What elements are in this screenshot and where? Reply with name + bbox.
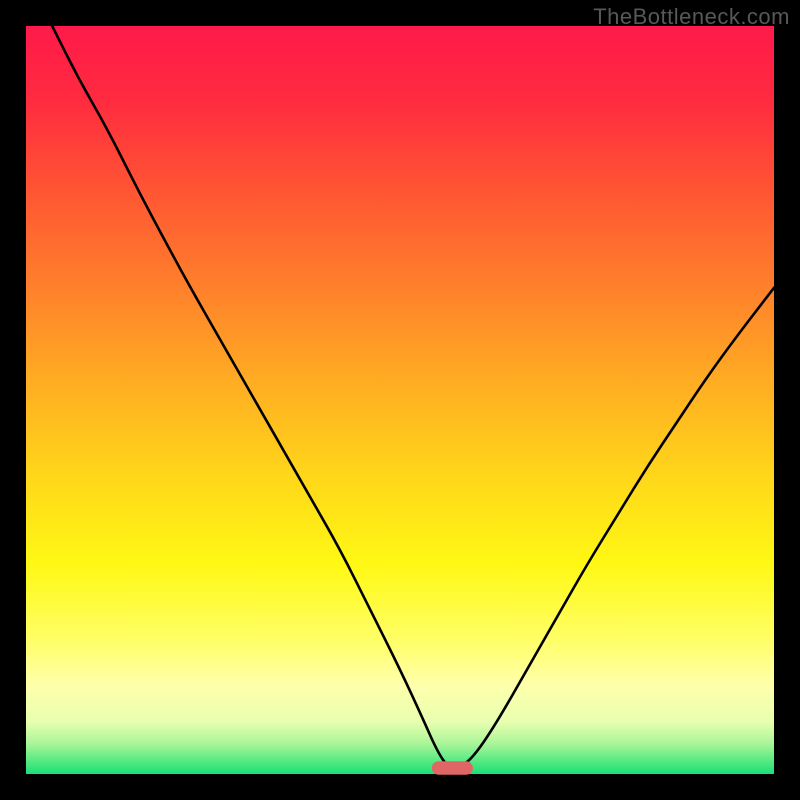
bottleneck-chart	[0, 0, 800, 800]
watermark-text: TheBottleneck.com	[593, 4, 790, 30]
optimal-marker	[432, 761, 473, 774]
chart-frame: TheBottleneck.com	[0, 0, 800, 800]
chart-background	[26, 26, 774, 774]
